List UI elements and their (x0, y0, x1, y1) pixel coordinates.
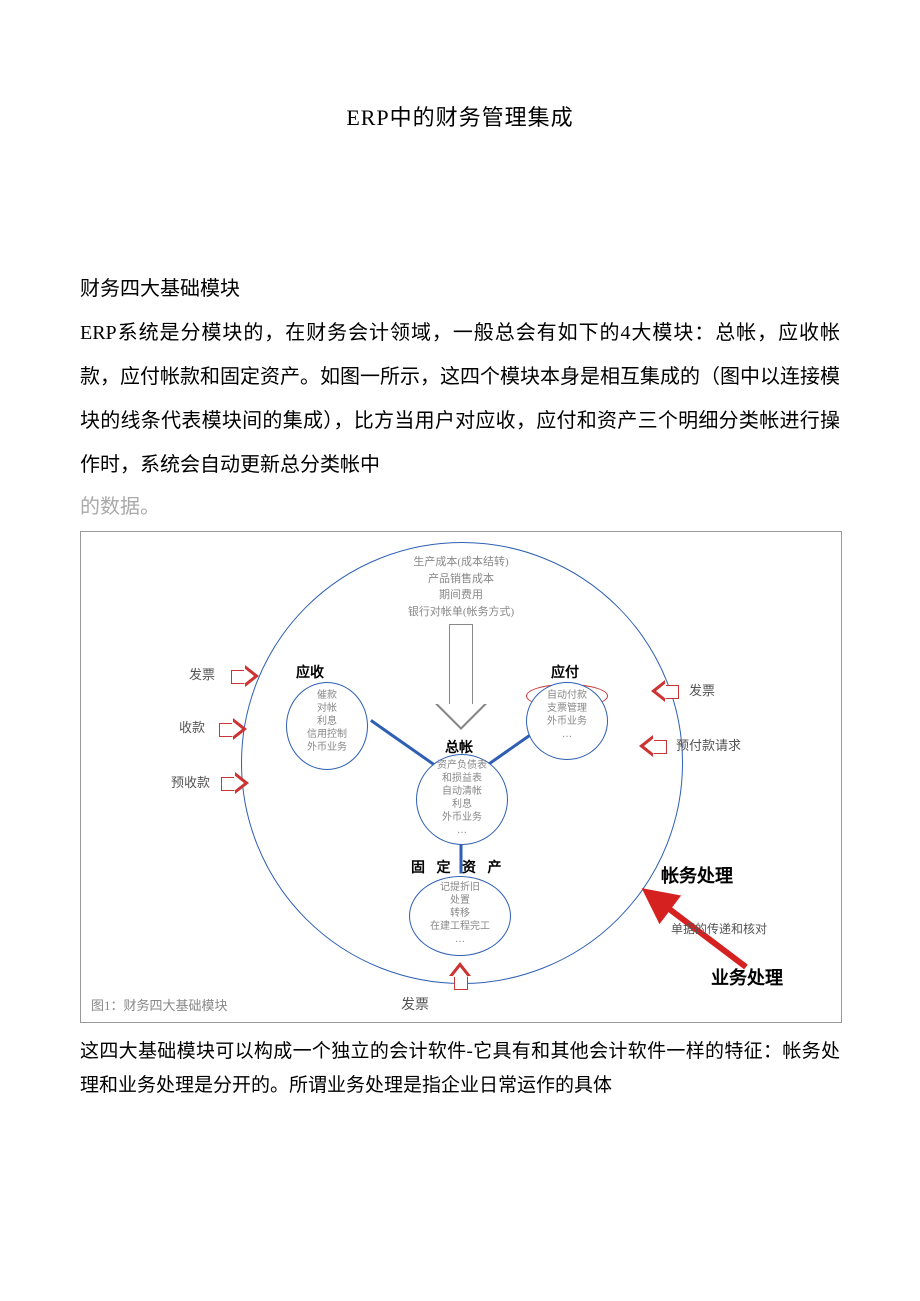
arrow-right-icon (219, 720, 247, 738)
arrow-left-icon (651, 682, 679, 700)
ar-line: 利息 (287, 715, 367, 728)
doc-flow-label: 单据的传递和核对 (671, 920, 767, 937)
gl-node: 资产负债表 和损益表 自动清帐 利息 外币业务 … (416, 754, 508, 845)
page-title: ERP中的财务管理集成 (80, 100, 840, 132)
ar-title: 应收 (296, 662, 324, 682)
fa-title: 固 定 资 产 (411, 857, 506, 877)
paragraph-tail: 的数据。 (80, 487, 840, 527)
label-left-2: 收款 (179, 717, 205, 736)
gl-line: 资产负债表 (417, 759, 507, 772)
fa-line: 转移 (410, 907, 510, 920)
ap-line: 外币业务 (527, 715, 607, 728)
top-line: 期间费用 (381, 587, 541, 604)
section-heading: 财务四大基础模块 (80, 272, 840, 301)
account-processing-label: 帐务处理 (661, 862, 733, 888)
fa-node: 记提折旧 处置 转移 在建工程完工 … (409, 876, 511, 956)
ar-line: 催款 (287, 689, 367, 702)
ar-node: 催款 对帐 利息 信用控制 外币业务 (286, 682, 368, 770)
gl-line: 自动清帐 (417, 785, 507, 798)
arrow-right-icon (231, 667, 259, 685)
paragraph-2: 这四大基础模块可以构成一个独立的会计软件-它具有和其他会计软件一样的特征：帐务处… (80, 1035, 840, 1103)
top-line: 产品销售成本 (381, 571, 541, 588)
gl-line: 和损益表 (417, 772, 507, 785)
label-right-2: 预付款请求 (676, 735, 741, 754)
top-inputs-column: 生产成本(成本结转) 产品销售成本 期间费用 银行对帐单(帐务方式) (381, 554, 541, 620)
label-right-1: 发票 (689, 680, 715, 699)
ap-line: 自动付款 (527, 689, 607, 702)
arrow-left-icon (639, 737, 667, 755)
top-line: 银行对帐单(帐务方式) (381, 604, 541, 621)
business-processing-label: 业务处理 (711, 964, 783, 990)
down-arrow-icon (435, 624, 487, 734)
ap-node: 自动付款 支票管理 外币业务 … (526, 682, 608, 760)
ar-line: 对帐 (287, 702, 367, 715)
fa-line: 记提折旧 (410, 881, 510, 894)
document-page: ERP中的财务管理集成 财务四大基础模块 ERP系统是分模块的，在财务会计领域，… (0, 0, 920, 1162)
gl-line: … (417, 824, 507, 837)
fa-line: 在建工程完工 (410, 920, 510, 933)
gl-line: 外币业务 (417, 811, 507, 824)
ar-line: 外币业务 (287, 741, 367, 754)
diagram-figure-1: 生产成本(成本结转) 产品销售成本 期间费用 银行对帐单(帐务方式) 应收 催款… (80, 531, 842, 1023)
arrow-right-icon (221, 774, 249, 792)
fa-line: 处置 (410, 894, 510, 907)
arrow-up-icon (451, 962, 469, 990)
label-left-3: 预收款 (171, 772, 210, 791)
label-left-1: 发票 (189, 664, 215, 683)
ap-title: 应付 (551, 662, 579, 682)
ap-line: 支票管理 (527, 702, 607, 715)
ap-line: … (527, 728, 607, 741)
top-line: 生产成本(成本结转) (381, 554, 541, 571)
paragraph-1: ERP系统是分模块的，在财务会计领域，一般总会有如下的4大模块：总帐，应收帐款，… (80, 311, 840, 487)
gl-line: 利息 (417, 798, 507, 811)
label-bottom: 发票 (401, 994, 429, 1014)
fa-line: … (410, 933, 510, 946)
figure-caption: 图1：财务四大基础模块 (91, 995, 228, 1014)
ar-line: 信用控制 (287, 728, 367, 741)
